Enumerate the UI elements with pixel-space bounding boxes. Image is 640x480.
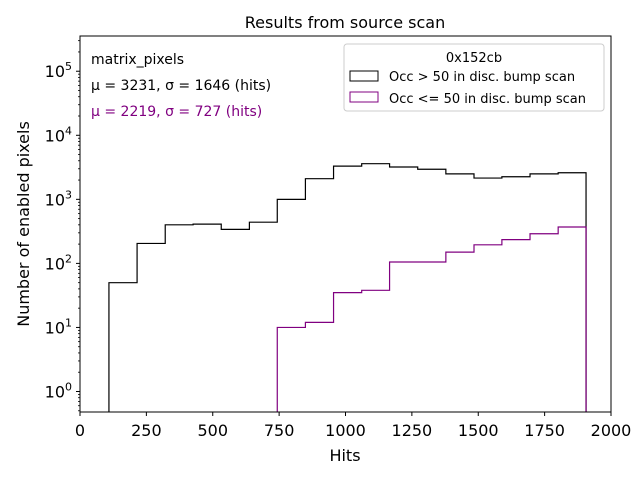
- x-tick-label: 1000: [325, 421, 366, 440]
- y-axis-label: Number of enabled pixels: [14, 121, 33, 327]
- y-tick-label: 104: [45, 124, 72, 145]
- y-axis-ticks: 100 101 102 103 104 105: [45, 40, 80, 412]
- legend-label-black: Occ > 50 in disc. bump scan: [389, 70, 575, 85]
- x-tick-label: 0: [75, 421, 85, 440]
- legend-swatch-purple: [349, 91, 379, 103]
- legend: 0x152cb Occ > 50 in disc. bump scan Occ …: [343, 43, 605, 112]
- y-tick-label: 103: [45, 188, 72, 209]
- x-tick-label: 500: [197, 421, 228, 440]
- y-tick-label: 102: [45, 252, 72, 273]
- series-layer: [108, 163, 587, 412]
- x-tick-label: 250: [131, 421, 162, 440]
- histogram-series-0: [108, 163, 587, 412]
- annotation-stats-purple: μ = 2219, σ = 727 (hits): [91, 104, 262, 120]
- x-axis-ticks: 0 250 500 750 1000 1250 1500 1750 2000: [75, 412, 631, 440]
- x-tick-label: 750: [264, 421, 295, 440]
- y-tick-label: 100: [45, 381, 72, 402]
- annotation-group-name: matrix_pixels: [91, 52, 184, 68]
- legend-frame: [343, 43, 605, 112]
- legend-swatch-black: [349, 70, 379, 82]
- x-tick-label: 1250: [392, 421, 433, 440]
- annotation-stats-black: μ = 3231, σ = 1646 (hits): [91, 78, 271, 94]
- y-tick-label: 105: [45, 60, 72, 81]
- y-tick-label: 101: [45, 316, 72, 337]
- x-tick-label: 1750: [524, 421, 565, 440]
- x-tick-label: 1500: [458, 421, 499, 440]
- chart-title: Results from source scan: [245, 13, 445, 32]
- x-axis-label: Hits: [329, 446, 360, 465]
- legend-label-purple: Occ <= 50 in disc. bump scan: [389, 92, 586, 107]
- histogram-series-1: [276, 226, 587, 412]
- x-tick-label: 2000: [591, 421, 632, 440]
- legend-title: 0x152cb: [446, 51, 502, 66]
